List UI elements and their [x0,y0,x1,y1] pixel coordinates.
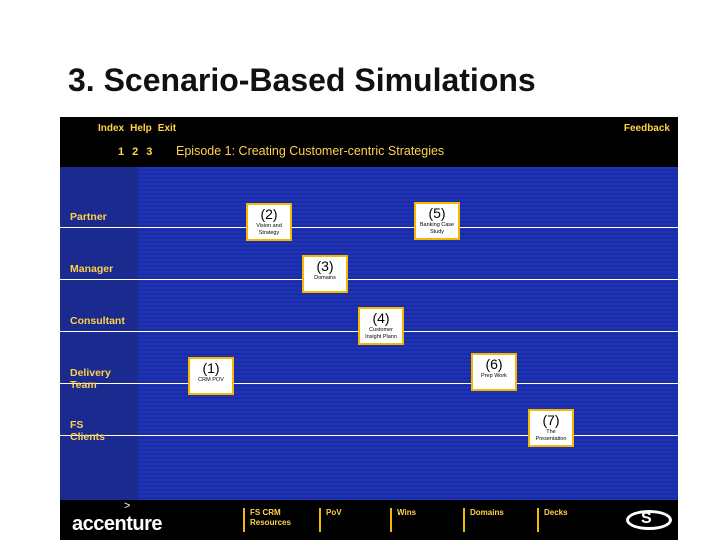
step-label: CRM POV [198,377,224,383]
slide-title: 3. Scenario-Based Simulations [68,62,536,98]
simulation-app-window: Index Help Exit Feedback 1 2 3 Episode 1… [60,117,678,540]
lane-divider [60,383,678,384]
accenture-logo: accenture [72,513,163,535]
step-card-3[interactable]: (3) Domains [302,255,348,293]
page-selector: 1 2 3 [118,146,152,158]
nav-decks[interactable]: Decks [537,508,568,532]
step-number: (6) [485,356,503,372]
s-logo-icon: S [626,510,672,530]
step-label: Domains [314,275,336,281]
lane-divider [60,435,678,436]
page-3-link[interactable]: 3 [146,146,153,158]
step-number: (4) [372,310,390,326]
swimlane-board: Partner Manager Consultant Delivery Team… [60,167,678,500]
step-number: (5) [428,205,446,221]
step-label: Banking Case Study [419,222,455,235]
accenture-logo-mark: > [124,500,131,512]
step-card-7[interactable]: (7) The Presentation [528,409,574,447]
step-number: (3) [316,258,334,274]
role-column [60,167,138,500]
role-fs-clients: FS Clients [70,419,106,443]
nav-pov[interactable]: PoV [319,508,342,532]
role-consultant: Consultant [70,315,125,327]
top-menu: Index Help Exit [98,123,176,134]
lane-divider [60,227,678,228]
nav-wins[interactable]: Wins [390,508,416,532]
lane-divider [60,279,678,280]
step-card-5[interactable]: (5) Banking Case Study [414,202,460,240]
bottom-bar: accenture > FS CRM Resources PoV Wins Do… [60,500,678,540]
step-label: Prep Work [481,373,507,379]
top-bar: Index Help Exit Feedback 1 2 3 Episode 1… [60,117,678,167]
menu-exit[interactable]: Exit [157,123,177,134]
nav-fs-crm-resources[interactable]: FS CRM Resources [243,508,294,532]
step-card-4[interactable]: (4) Customer Insight Plann [358,307,404,345]
step-card-1[interactable]: (1) CRM POV [188,357,234,395]
menu-index[interactable]: Index [98,123,125,134]
step-card-2[interactable]: (2) Vision and Strategy [246,203,292,241]
s-logo-letter: S [641,510,652,527]
step-card-6[interactable]: (6) Prep Work [471,353,517,391]
episode-title: Episode 1: Creating Customer-centric Str… [176,144,445,158]
role-delivery-team: Delivery Team [70,367,111,391]
step-number: (7) [542,412,560,428]
step-label: Vision and Strategy [256,223,282,236]
page-1-link[interactable]: 1 [118,146,125,158]
step-number: (1) [202,360,220,376]
role-partner: Partner [70,211,107,223]
step-number: (2) [260,206,278,222]
step-label: Customer Insight Plann [365,327,397,340]
menu-help[interactable]: Help [130,123,152,134]
feedback-link[interactable]: Feedback [623,123,670,134]
role-manager: Manager [70,263,114,275]
nav-domains[interactable]: Domains [463,508,504,532]
page-2-link[interactable]: 2 [132,146,139,158]
step-label: The Presentation [535,429,567,442]
